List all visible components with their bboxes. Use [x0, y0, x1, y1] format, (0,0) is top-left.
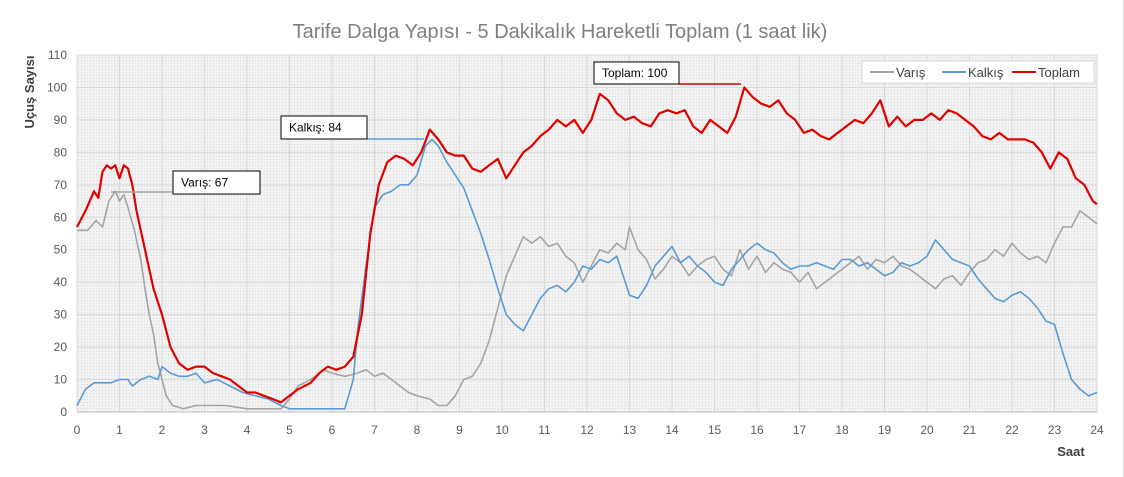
- x-tick-label: 8: [414, 423, 421, 437]
- x-tick-label: 22: [1005, 423, 1019, 437]
- callout-box: [280, 115, 368, 140]
- callout-label: Kalkış: 84: [289, 121, 342, 135]
- x-tick-label: 6: [329, 423, 336, 437]
- y-tick-label: 40: [54, 275, 68, 289]
- y-axis-title: Uçuş Sayısı: [22, 56, 37, 129]
- legend-label: Varış: [896, 65, 926, 80]
- x-tick-label: 21: [963, 423, 977, 437]
- x-tick-label: 10: [495, 423, 509, 437]
- callout-label: Toplam: 100: [602, 66, 668, 80]
- y-tick-label: 80: [54, 145, 68, 159]
- legend: Varış Kalkış Toplam: [861, 60, 1095, 84]
- callout-box: [593, 61, 680, 85]
- series-line-toplam: [76, 86, 1098, 404]
- x-tick-label: 14: [665, 423, 679, 437]
- x-tick-label: 15: [708, 423, 722, 437]
- chart-title: Tarife Dalga Yapısı - 5 Dakikalık Hareke…: [293, 21, 828, 43]
- legend-box: [861, 60, 1095, 84]
- x-tick-label: 17: [793, 423, 807, 437]
- x-tick-label: 11: [538, 423, 551, 437]
- x-axis-title: Saat: [1057, 444, 1085, 459]
- x-tick-label: 2: [159, 423, 166, 437]
- x-tick-label: 16: [750, 423, 764, 437]
- legend-label: Kalkış: [968, 65, 1004, 80]
- x-tick-label: 1: [116, 423, 123, 437]
- y-tick-label: 20: [54, 340, 68, 354]
- x-tick-label: 5: [286, 423, 293, 437]
- y-tick-label: 60: [54, 210, 68, 224]
- legend-label: Toplam: [1038, 65, 1080, 80]
- x-tick-label: 9: [456, 423, 463, 437]
- x-tick-label: 12: [580, 423, 594, 437]
- y-tick-label: 10: [54, 373, 68, 387]
- x-tick-label: 3: [201, 423, 208, 437]
- y-tick-label: 90: [54, 113, 68, 127]
- x-tick-label: 23: [1048, 423, 1062, 437]
- y-tick-label: 50: [54, 243, 68, 257]
- y-tick-label: 100: [47, 80, 67, 94]
- y-tick-label: 0: [60, 405, 67, 419]
- callout-label: Varış: 67: [181, 176, 228, 190]
- x-tick-label: 19: [878, 423, 892, 437]
- callout-box: [172, 170, 261, 195]
- x-tick-label: 18: [835, 423, 849, 437]
- y-tick-label: 30: [54, 308, 68, 322]
- x-tick-label: 13: [623, 423, 637, 437]
- series-line-varış: [77, 190, 1098, 410]
- y-tick-label: 110: [48, 48, 67, 62]
- y-tick-label: 70: [54, 178, 68, 192]
- x-tick-label: 4: [244, 423, 251, 437]
- x-tick-label: 20: [920, 423, 934, 437]
- x-tick-label: 7: [371, 423, 378, 437]
- x-tick-label: 0: [74, 423, 81, 437]
- callouts: Varış: 67 Kalkış: 84 Toplam: 100: [111, 61, 741, 195]
- x-tick-label: 24: [1090, 423, 1104, 437]
